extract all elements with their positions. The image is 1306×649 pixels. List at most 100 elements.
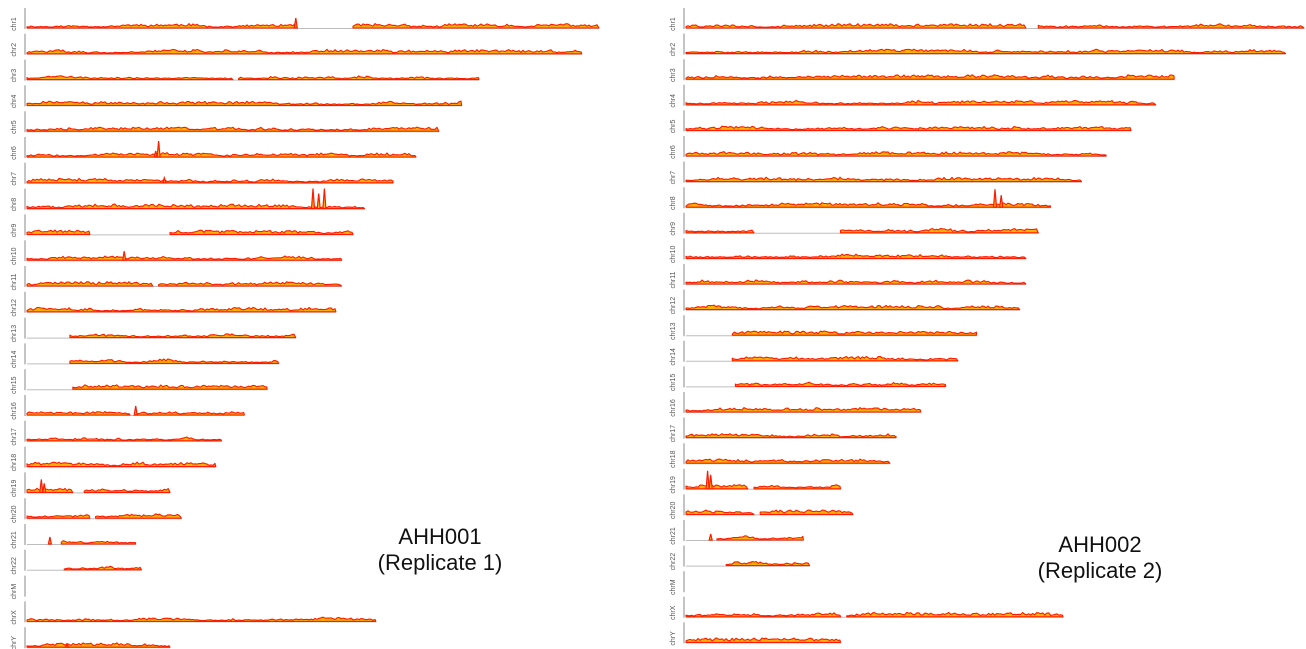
track-label: chr15 [670,374,677,392]
track-label: chr18 [11,454,18,472]
track-label: chr9 [11,223,18,237]
coverage-spike [708,474,713,490]
coverage-spike [156,140,161,158]
track-chr2: chr2 [11,33,583,57]
coverage-segment [26,487,74,493]
track-chr7: chr7 [11,162,394,186]
track-chr9: chr9 [11,214,354,237]
track-label: chr4 [11,94,18,108]
coverage-segment [69,358,280,364]
coverage-spike [992,189,998,208]
track-chr14: chr14 [11,343,280,368]
track-label: chr9 [670,222,677,236]
track-chrX: chrX [670,596,1064,620]
track-chrY: chrY [11,627,171,649]
track-chr11: chr11 [670,264,1027,289]
sample-caption-ahh001: AHH001 (Replicate 1) [300,524,580,576]
track-label: chr17 [670,425,677,443]
track-chr12: chr12 [670,289,1021,314]
track-chr5: chr5 [670,110,1132,133]
coverage-segment [685,99,1157,106]
track-label: chrY [670,631,677,646]
coverage-segment [731,355,959,362]
track-label: chr5 [670,119,677,133]
track-label: chr19 [670,476,677,494]
coverage-segment [26,23,297,29]
track-chr21: chr21 [11,524,137,549]
coverage-spike [316,193,321,210]
coverage-spike [121,251,127,261]
coverage-segment [135,411,245,416]
track-label: chr11 [11,273,18,290]
track-chr8: chr8 [670,187,1052,210]
track-chr22: chr22 [11,549,142,575]
track-label: chr21 [11,531,18,549]
coverage-segment [685,612,842,618]
coverage-segment [72,384,268,390]
coverage-spike [47,536,53,545]
coverage-segment [685,279,1027,285]
track-chr8: chr8 [11,188,366,212]
coverage-segment [26,255,343,261]
coverage-spike [153,150,158,158]
track-chr11: chr11 [11,266,343,291]
track-chr13: chr13 [11,317,297,342]
track-label: chr8 [11,198,18,212]
sample-caption-ahh002: AHH002 (Replicate 2) [960,532,1240,584]
coverage-segment [26,152,417,158]
track-label: chr20 [670,502,677,520]
track-chrX: chrX [11,601,377,625]
coverage-segment [26,410,131,416]
track-chr12: chr12 [11,291,337,317]
coverage-spike [705,470,710,490]
replicate-label: (Replicate 2) [1037,558,1163,583]
track-label: chr2 [11,43,18,57]
coverage-spike [41,483,47,493]
coverage-segment [839,227,1039,234]
track-label: chrY [11,636,18,649]
track-chr9: chr9 [670,212,1039,236]
coverage-segment [685,304,1021,311]
track-chrY: chrY [670,622,842,646]
track-chr17: chr17 [670,417,897,443]
track-label: chr1 [11,17,18,31]
track-chr16: chr16 [670,392,922,417]
track-chr15: chr15 [670,366,947,392]
track-label: chr11 [670,271,677,288]
replicate-label: (Replicate 1) [377,550,503,575]
coverage-spike [322,188,327,210]
coverage-segment [685,48,1287,55]
coverage-spike [293,17,298,29]
coverage-segment [26,48,583,55]
coverage-segment [846,611,1064,618]
coverage-spike [999,195,1004,208]
track-label: chr6 [670,145,677,159]
coverage-segment [731,330,978,336]
coverage-segment [26,75,234,81]
coverage-segment [26,126,440,132]
coverage-spike [708,533,713,541]
track-label: chr22 [11,557,18,575]
coverage-segment [95,513,182,519]
track-chrM: chrM [11,575,26,599]
coverage-segment [1037,23,1305,29]
track-label: chr10 [11,247,18,265]
coverage-segment [238,75,480,81]
track-label: chr21 [670,527,677,545]
left-panel: chr1 chr2 chr3 chr4 chr5 chr6 chr7 chr8 chr9 chr1… [0,0,640,649]
track-chr19: chr19 [11,472,171,497]
coverage-spike [161,175,167,184]
coverage-segment [685,253,1027,259]
track-label: chr10 [670,246,677,264]
coverage-segment [26,203,366,210]
track-label: chr17 [11,428,18,446]
track-chr6: chr6 [670,136,1107,159]
track-chr1: chr1 [11,8,600,31]
coverage-segment [685,125,1132,131]
track-chrM: chrM [670,571,685,595]
coverage-segment [26,461,217,468]
track-label: chr22 [670,553,677,571]
track-chr1: chr1 [670,8,1305,31]
track-chr4: chr4 [11,85,463,108]
track-chr21: chr21 [670,520,804,545]
